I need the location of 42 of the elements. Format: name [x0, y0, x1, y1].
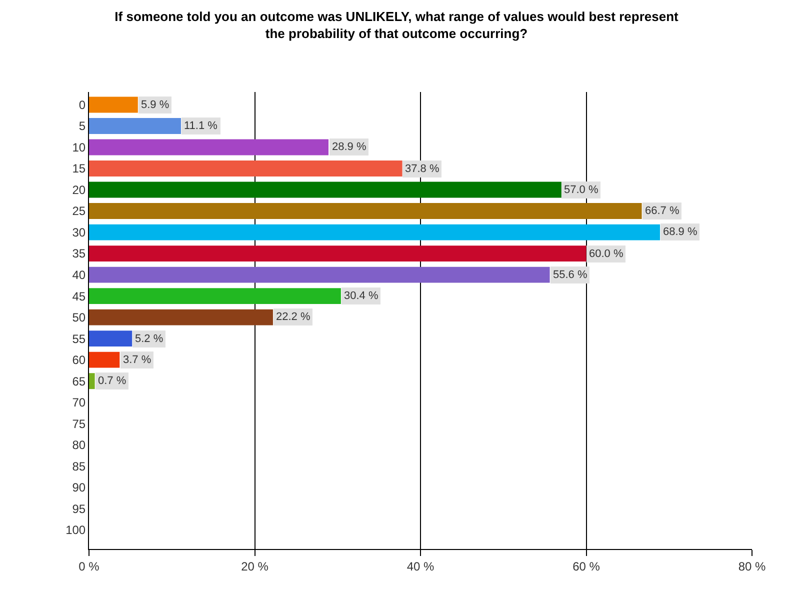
y-tick-label: 35: [72, 246, 86, 261]
y-tick-label: 55: [72, 332, 86, 346]
y-tick-label: 60: [72, 353, 86, 368]
x-tick-label: 0 %: [78, 559, 100, 574]
data-label: 0.7 %: [98, 375, 126, 387]
y-tick-label: 15: [72, 162, 86, 176]
y-tick-label: 0: [78, 98, 86, 112]
y-tick-label: 50: [72, 310, 86, 325]
y-tick-label: 10: [72, 140, 86, 154]
y-tick-label: 45: [72, 289, 86, 304]
y-tick-label: 90: [72, 480, 86, 495]
data-label: 66.7 %: [645, 205, 680, 217]
data-label: 3.7 %: [123, 354, 152, 366]
data-label: 55.6 %: [553, 269, 588, 281]
x-tick-label: 60 %: [572, 559, 600, 574]
y-tick-label: 75: [72, 416, 86, 431]
y-tick-label: 65: [72, 374, 86, 388]
data-label: 22.2 %: [276, 311, 310, 323]
data-label: 11.1 %: [184, 120, 218, 132]
data-label: 57.0 %: [564, 184, 598, 196]
y-tick-label: 25: [72, 204, 86, 218]
data-label: 28.9 %: [332, 141, 366, 153]
data-label: 5.2 %: [135, 333, 164, 345]
y-tick-label: 85: [72, 459, 86, 474]
y-tick-label: 40: [72, 268, 86, 282]
data-label: 37.8 %: [405, 163, 440, 175]
y-tick-label: 70: [72, 396, 86, 410]
y-tick-label: 5: [78, 119, 86, 134]
y-tick-label: 95: [72, 502, 86, 516]
data-label: 30.4 %: [344, 290, 378, 302]
x-tick-label: 40 %: [406, 559, 434, 574]
data-label: 60.0 %: [589, 248, 624, 260]
chart-title: If someone told you an outcome was UNLIKELY, what range of values would best represent the probability of that outcome occurring?: [114, 9, 680, 41]
y-tick-label: 30: [72, 225, 86, 240]
y-tick-label: 100: [66, 523, 86, 538]
bar: [89, 373, 95, 390]
data-label: 68.9 %: [663, 226, 698, 238]
y-tick-label: 80: [72, 438, 86, 452]
data-label: 5.9 %: [141, 99, 170, 111]
x-tick-label: 20 %: [241, 559, 269, 574]
x-tick-label: 80 %: [738, 559, 766, 574]
y-tick-label: 20: [72, 182, 86, 197]
